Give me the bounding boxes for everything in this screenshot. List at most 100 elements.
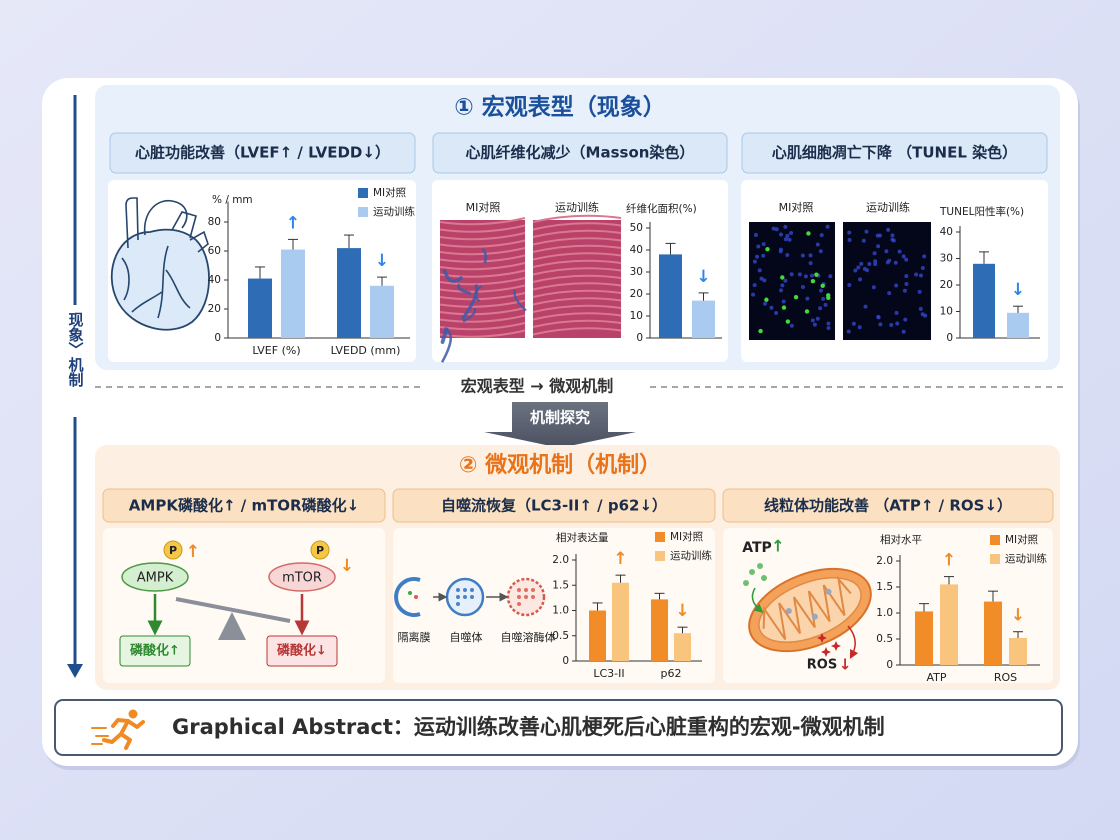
tunel-positive xyxy=(820,283,825,288)
change-arrow: ↓ xyxy=(696,267,710,287)
cell-nucleus xyxy=(875,233,880,238)
panel-title: 心肌细胞凋亡下降 （TUNEL 染色） xyxy=(772,144,1017,162)
atp-dot xyxy=(743,580,749,586)
cell-nucleus xyxy=(826,325,831,330)
cell-nucleus xyxy=(871,285,876,290)
outcome-label: 磷酸化↓ xyxy=(277,643,327,659)
collagen xyxy=(461,283,479,321)
legend-swatch xyxy=(358,188,368,198)
cell-nucleus xyxy=(902,288,907,293)
panel-card xyxy=(393,528,715,683)
y-tick-label: 0 xyxy=(886,659,893,671)
change-arrow: ↓ xyxy=(375,251,389,271)
fluorescence-image xyxy=(749,222,835,340)
cargo xyxy=(524,588,528,592)
cell-nucleus xyxy=(893,260,898,265)
cell-nucleus xyxy=(815,316,820,321)
error-bar xyxy=(665,242,676,255)
panel-header xyxy=(102,488,386,523)
cell-nucleus xyxy=(803,274,808,279)
cell-nucleus xyxy=(857,325,862,330)
bar xyxy=(370,285,394,338)
panel-title: 心脏功能改善（LVEF↑ / LVEDD↓） xyxy=(135,144,390,162)
muscle-fiber xyxy=(532,222,622,231)
y-tick-label: 0.5 xyxy=(552,630,569,642)
panel-title: AMPK磷酸化↑ / mTOR磷酸化↓ xyxy=(129,497,359,515)
error-bar xyxy=(1013,305,1023,313)
muscle-fiber xyxy=(439,322,526,331)
cell-nucleus xyxy=(823,302,828,307)
cell-nucleus xyxy=(819,288,824,293)
legend-label: MI对照 xyxy=(1005,533,1039,546)
heart-vessel xyxy=(143,199,188,236)
image-label: 运动训练 xyxy=(866,200,910,214)
x-tick-label: LC3-II xyxy=(593,667,624,680)
y-tick-label: 0 xyxy=(562,655,569,667)
cell-nucleus xyxy=(884,249,889,254)
cell-nucleus xyxy=(889,323,894,328)
change-arrow: ↓ xyxy=(1011,280,1025,300)
tunel-positive xyxy=(826,295,831,301)
muscle-fiber xyxy=(532,252,622,261)
legend-label: 运动训练 xyxy=(670,549,712,562)
error-bar xyxy=(615,574,626,583)
phospho-label: P xyxy=(169,544,177,557)
error-bar xyxy=(944,576,954,585)
heart-coronary xyxy=(131,245,191,319)
x-tick-label: ROS xyxy=(994,671,1017,684)
panel-title: 自噬流恢复（LC3-II↑ / p62↓） xyxy=(441,497,667,515)
muscle-fiber xyxy=(439,277,526,286)
muscle-fiber xyxy=(532,244,622,253)
cell-nucleus xyxy=(789,231,794,236)
muscle-fiber xyxy=(439,314,526,323)
muscle-fiber xyxy=(439,232,526,241)
cell-nucleus xyxy=(774,227,779,232)
cell-nucleus xyxy=(914,272,919,277)
cell-nucleus xyxy=(873,262,878,267)
tunel-positive xyxy=(806,231,811,236)
muscle-fiber xyxy=(439,217,526,226)
cell-nucleus xyxy=(818,306,823,311)
cargo xyxy=(470,595,474,599)
error-bar xyxy=(344,234,354,249)
cell-nucleus xyxy=(756,244,761,249)
side-label: 现象〉机制 xyxy=(67,312,85,388)
error-bar xyxy=(377,276,387,286)
panel-header xyxy=(392,488,716,523)
error-bar xyxy=(1013,631,1023,638)
cell-nucleus xyxy=(774,310,779,315)
cargo xyxy=(531,588,535,592)
muscle-fiber xyxy=(532,274,622,283)
transition-text: 宏观表型 → 微观机制 xyxy=(461,377,614,396)
cell-nucleus xyxy=(887,291,892,296)
collagen xyxy=(462,307,477,323)
speed-lines xyxy=(91,727,109,745)
collagen xyxy=(513,288,527,312)
cell-nucleus xyxy=(876,244,881,249)
cell-nucleus xyxy=(863,304,868,309)
protein-node xyxy=(121,562,189,592)
muscle-fiber xyxy=(532,289,622,298)
cell-nucleus xyxy=(825,224,830,229)
cargo xyxy=(456,595,460,599)
cargo xyxy=(408,591,412,595)
legend-label: MI对照 xyxy=(670,530,704,543)
cell-nucleus xyxy=(815,242,820,247)
muscle-fiber xyxy=(439,292,526,301)
mito-arrow: ↓ xyxy=(839,656,852,674)
cell-nucleus xyxy=(904,257,909,262)
bar xyxy=(973,263,995,338)
cell-nucleus xyxy=(759,276,764,281)
ros-flow xyxy=(847,625,859,659)
chart-title: 纤维化面积(%) xyxy=(626,202,697,215)
muscle-fiber xyxy=(439,284,526,293)
y-tick-label: 0 xyxy=(946,332,953,344)
cell-nucleus xyxy=(847,230,852,235)
image-label: MI对照 xyxy=(466,200,501,214)
muscle-fiber xyxy=(532,304,622,313)
cargo xyxy=(470,588,474,592)
panel-header xyxy=(432,132,728,174)
cell-nucleus xyxy=(859,261,864,266)
y-tick-label: 0.5 xyxy=(876,633,893,645)
